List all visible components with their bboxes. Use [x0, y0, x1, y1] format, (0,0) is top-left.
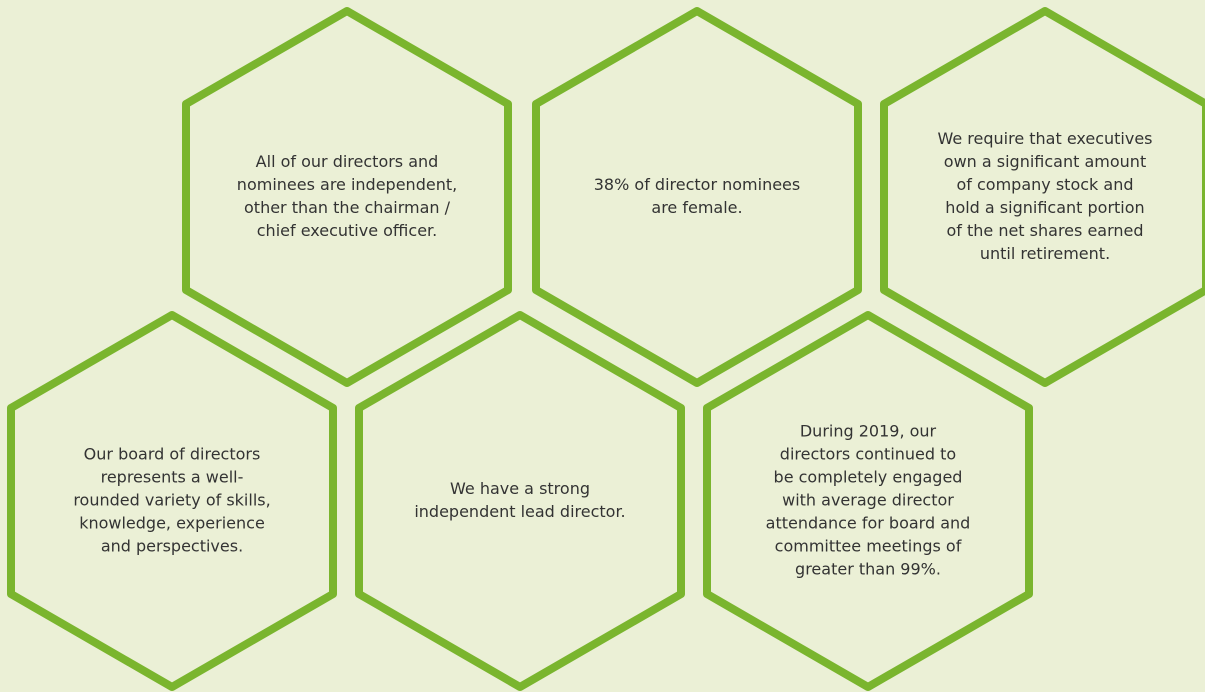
- hexagon-outline: [703, 311, 1033, 691]
- hexagon-text-line: Our board of directors: [84, 445, 261, 464]
- hexagon-text-line: own a significant amount: [944, 152, 1146, 171]
- hexagon-text-line: knowledge, experience: [79, 514, 265, 533]
- hexagon-text-line: All of our directors and: [256, 152, 439, 171]
- hexagon-outline: [880, 7, 1205, 387]
- hexagon-text-line: 38% of director nominees: [594, 175, 800, 194]
- hexagon: 38% of director nominees are female.: [532, 7, 862, 387]
- hexagon-text-line: represents a well-: [101, 468, 244, 487]
- hexagon-text-line: We require that executives: [937, 129, 1152, 148]
- hexagon-outline: [7, 311, 337, 691]
- hexagon-text-line: of company stock and: [957, 175, 1134, 194]
- hexagon-text-line: are female.: [651, 198, 742, 217]
- hexagon-text-line: and perspectives.: [101, 537, 243, 556]
- hexagon: We have a strong independent lead directo…: [355, 311, 685, 691]
- hexagon-outline: [355, 311, 685, 691]
- hexagon-text-line: rounded variety of skills,: [73, 491, 270, 510]
- hexagon-text-line: of the net shares earned: [946, 221, 1143, 240]
- hexagon-text-line: nominees are independent,: [237, 175, 457, 194]
- hexagon-outline: [182, 7, 512, 387]
- hexagon-text-line: attendance for board and: [766, 514, 971, 533]
- hexagon-text-line: directors continued to: [780, 445, 956, 464]
- hexagon-text-line: with average director: [782, 491, 954, 510]
- hexagon-text-line: hold a significant portion: [945, 198, 1144, 217]
- hexagon-text-line: chief executive officer.: [257, 221, 437, 240]
- hexagon: Our board of directors represents a well-…: [7, 311, 337, 691]
- hexagon-outline: [532, 7, 862, 387]
- hexagon-text-line: committee meetings of: [775, 537, 962, 556]
- hexagon-text-line: be completely engaged: [774, 468, 963, 487]
- hexagon-text-line: other than the chairman /: [244, 198, 451, 217]
- hexagon-text-line: greater than 99%.: [795, 560, 941, 579]
- hexagon-text-line: independent lead director.: [414, 502, 625, 521]
- hexagon-text-line: until retirement.: [980, 244, 1110, 263]
- hexagon: During 2019, our directors continued to be…: [703, 311, 1033, 691]
- hexagon: All of our directors and nominees are ind…: [182, 7, 512, 387]
- hexagon: We require that executives own a signific…: [880, 7, 1205, 387]
- hexagon-text-line: We have a strong: [450, 479, 590, 498]
- hexagon-text-line: During 2019, our: [800, 422, 937, 441]
